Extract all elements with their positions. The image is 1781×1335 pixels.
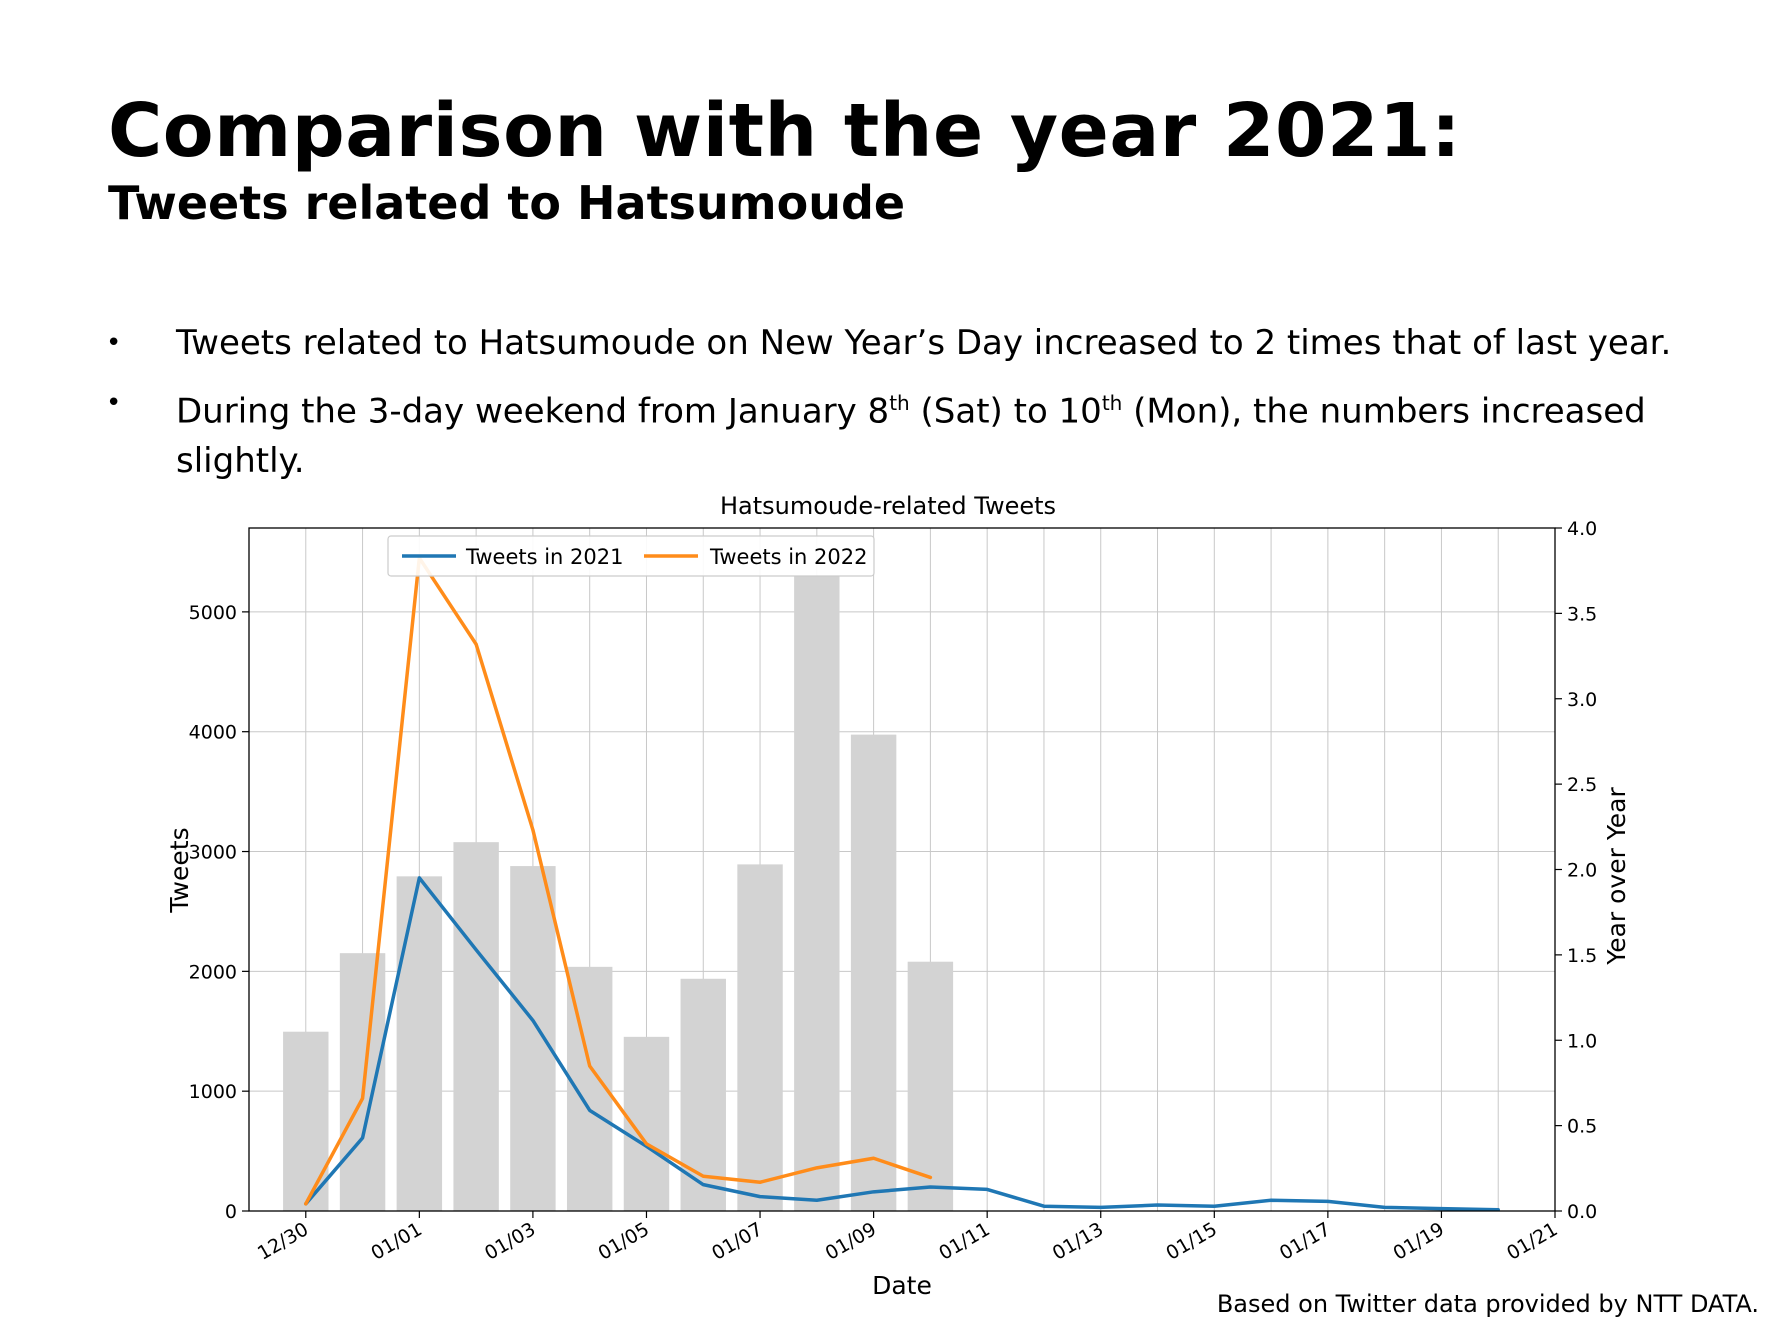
slide-title: Comparison with the year 2021: [108, 88, 1462, 174]
legend-label-2022: Tweets in 2022 [709, 545, 867, 569]
legend-label-2021: Tweets in 2021 [465, 545, 623, 569]
legend-box [387, 535, 875, 577]
x-tick-label: 12/30 [254, 1218, 312, 1264]
bullet-text-part: (Mon), the numbers increased slightly. [176, 391, 1646, 482]
series-line-0 [304, 876, 1500, 1212]
bullet-text-part: (Sat) to 10 [909, 391, 1102, 432]
yoy-bar [850, 734, 897, 1211]
right-axis-label: Year over Year [1602, 787, 1631, 966]
y-left-tick-label: 4000 [189, 722, 237, 744]
x-tick-label: 01/09 [822, 1218, 880, 1264]
yoy-bar [680, 978, 726, 1211]
x-tick-label: 01/19 [1390, 1218, 1448, 1264]
ordinal-suffix: th [1101, 391, 1123, 415]
y-right-tick-label: 2.0 [1567, 860, 1597, 882]
line-series [304, 556, 1500, 1212]
y-left-tick-label: 1000 [189, 1081, 237, 1103]
y-right-tick-label: 2.5 [1567, 774, 1597, 796]
grid [249, 528, 1555, 1211]
y-left-tick-label: 2000 [189, 961, 237, 983]
bullet-list: • Tweets related to Hatsumoude on New Ye… [100, 318, 1700, 496]
yoy-bar [794, 575, 840, 1211]
y-right-tick-label: 4.0 [1567, 518, 1597, 540]
series-line-1 [304, 556, 933, 1206]
source-note: Based on Twitter data provided by NTT DA… [1216, 1290, 1759, 1318]
yoy-bar [283, 1031, 329, 1211]
y-left-tick-label: 3000 [189, 842, 237, 864]
x-tick-label: 01/13 [1049, 1218, 1107, 1264]
slide-subtitle: Tweets related to Hatsumoude [108, 176, 906, 230]
bullet-item: • During the 3-day weekend from January … [100, 378, 1700, 486]
x-tick-label: 01/17 [1276, 1218, 1334, 1264]
x-axis-label: Date [872, 1271, 932, 1300]
chart-title: Hatsumoude-related Tweets [720, 492, 1056, 520]
yoy-bar [907, 961, 954, 1211]
y-right-tick-label: 1.5 [1567, 945, 1597, 967]
bullet-item: • Tweets related to Hatsumoude on New Ye… [100, 318, 1700, 368]
y-right-tick-label: 1.0 [1567, 1030, 1597, 1052]
y-right-tick-label: 0.5 [1567, 1116, 1597, 1138]
x-tick-label: 01/11 [935, 1218, 993, 1264]
y-right-tick-label: 0.0 [1567, 1201, 1597, 1223]
bullet-dot-icon: • [106, 328, 122, 358]
x-tick-label: 01/03 [481, 1218, 539, 1264]
yoy-bar [510, 866, 556, 1211]
x-tick-label: 01/07 [708, 1218, 766, 1264]
y-left-tick-label: 0 [225, 1201, 237, 1223]
x-tick-label: 01/15 [1162, 1218, 1220, 1264]
bullet-text-part: During the 3-day weekend from January 8 [176, 391, 890, 432]
bullet-dot-icon: • [106, 388, 122, 418]
x-tick-label: 01/01 [367, 1218, 425, 1264]
y-right-tick-label: 3.5 [1567, 603, 1597, 625]
legend: Tweets in 2021 Tweets in 2022 [387, 535, 875, 577]
y-left-tick-label: 5000 [189, 602, 237, 624]
yoy-bar [737, 864, 783, 1211]
y-right-tick-label: 3.0 [1567, 689, 1597, 711]
plot-frame [248, 527, 1556, 1212]
left-axis-label: Tweets [165, 827, 194, 913]
ordinal-suffix: th [889, 391, 910, 415]
x-tick-label: 01/21 [1503, 1218, 1561, 1264]
yoy-bar [453, 842, 499, 1211]
bullet-text: Tweets related to Hatsumoude on New Year… [176, 323, 1672, 363]
yoy-bar [396, 876, 443, 1211]
x-tick-label: 01/05 [595, 1218, 653, 1264]
